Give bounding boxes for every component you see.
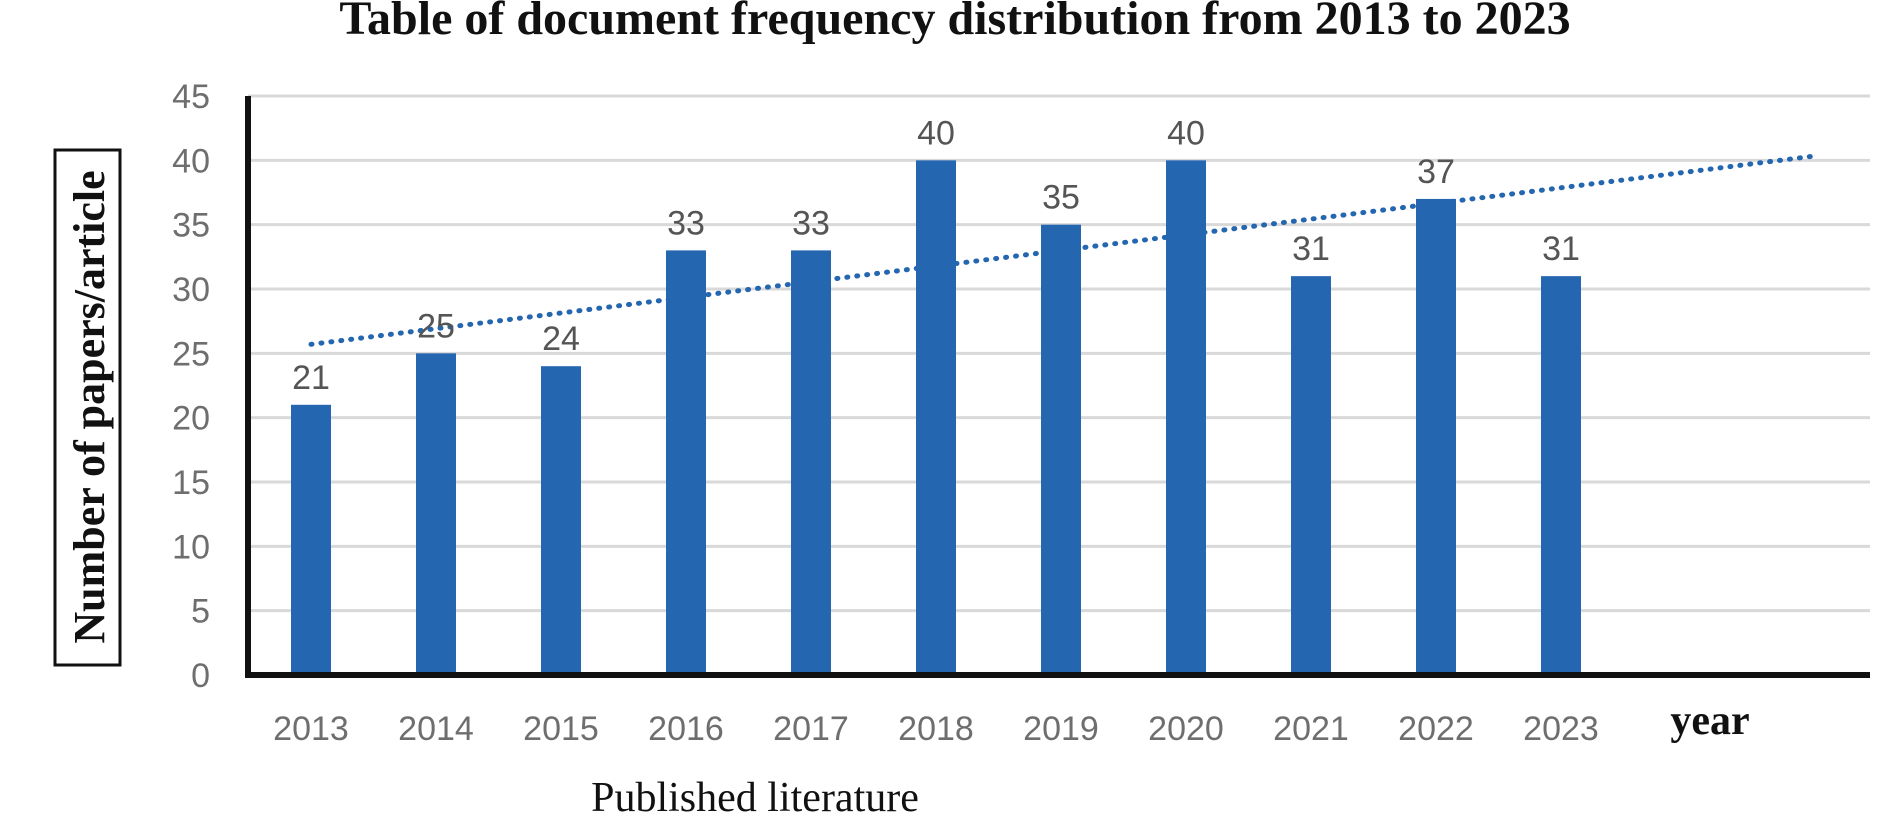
x-tick-label: 2019 — [1023, 710, 1099, 748]
bar — [291, 404, 331, 675]
trendline-group — [308, 153, 1814, 347]
y-tick-label: 30 — [172, 271, 210, 309]
y-axis-label: Number of papers/article — [65, 170, 114, 643]
data-labels: 21 25 24 33 33 40 35 40 31 37 31 — [292, 114, 1580, 396]
bar — [541, 366, 581, 675]
y-tick-label: 40 — [172, 142, 210, 180]
data-label: 25 — [417, 307, 455, 345]
bar — [416, 353, 456, 675]
data-label: 40 — [917, 114, 955, 152]
bar — [1041, 224, 1081, 675]
x-tick-label: 2016 — [648, 710, 724, 748]
y-axis-label-frame — [53, 148, 122, 667]
bar — [1416, 198, 1456, 675]
x-tick-label: 2013 — [273, 710, 349, 748]
bar — [791, 250, 831, 675]
x-tick-label: 2021 — [1273, 710, 1349, 748]
y-tick-labels: 0 5 10 15 20 25 30 35 40 45 — [172, 78, 210, 695]
bar — [666, 250, 706, 675]
x-tick-label: 2014 — [398, 710, 474, 748]
y-tick-label: 20 — [172, 400, 210, 438]
data-label: 31 — [1292, 230, 1330, 268]
y-tick-label: 0 — [191, 657, 210, 695]
y-axis-label-box: Number of papers/article — [53, 148, 122, 667]
data-label: 24 — [542, 320, 580, 358]
chart-title: Table of document frequency distribution… — [339, 0, 1570, 45]
x-tick-labels: 2013 2014 2015 2016 2017 2018 2019 2020 2021 2022… — [273, 710, 1599, 748]
x-tick-label: 2017 — [773, 710, 849, 748]
x-tick-label: 2015 — [523, 710, 599, 748]
x-tick-label: 2018 — [898, 710, 974, 748]
data-label: 21 — [292, 359, 330, 397]
data-label: 35 — [1042, 179, 1080, 217]
bar — [1166, 160, 1206, 676]
axes — [245, 96, 1870, 678]
data-label: 31 — [1542, 230, 1580, 268]
x-tick-label: 2022 — [1398, 710, 1474, 748]
bar — [1541, 276, 1581, 675]
bar — [916, 160, 956, 676]
y-tick-label: 5 — [191, 593, 210, 631]
x-tick-label: 2020 — [1148, 710, 1224, 748]
trendline — [308, 153, 1814, 347]
bar — [1291, 276, 1331, 675]
data-label: 40 — [1167, 114, 1205, 152]
x-axis-label: Published literature — [591, 775, 919, 821]
y-tick-label: 25 — [172, 335, 210, 373]
data-label: 37 — [1417, 153, 1455, 191]
y-tick-label: 10 — [172, 528, 210, 566]
bars — [291, 160, 1581, 676]
x-axis-name: year — [1670, 698, 1749, 744]
x-tick-label: 2023 — [1523, 710, 1599, 748]
y-tick-label: 35 — [172, 207, 210, 245]
data-label: 33 — [667, 204, 705, 242]
y-tick-label: 45 — [172, 78, 210, 116]
data-label: 33 — [792, 204, 830, 242]
y-tick-label: 15 — [172, 464, 210, 502]
